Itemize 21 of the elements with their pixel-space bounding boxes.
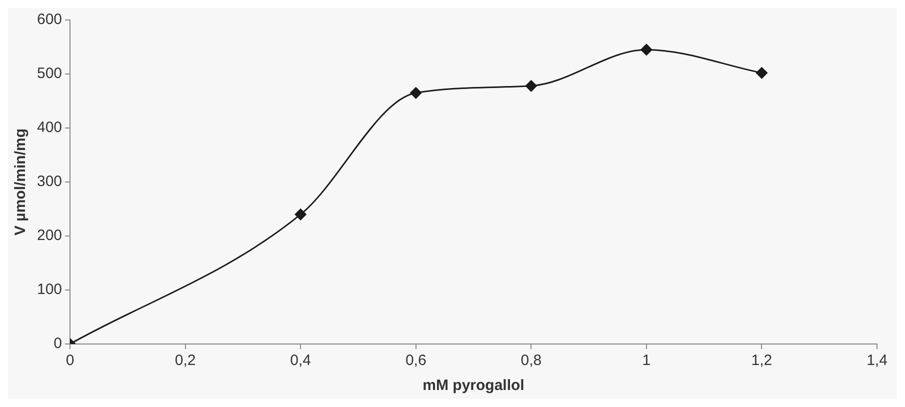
- y-tick-label: 100: [36, 281, 62, 298]
- y-tick-label: 300: [36, 173, 62, 190]
- y-axis-title: V µmol/min/mg: [12, 128, 30, 236]
- x-axis-title: mM pyrogallol: [422, 377, 524, 394]
- y-tick-label: 500: [36, 65, 62, 82]
- y-tick-label: 600: [36, 11, 62, 28]
- x-tick-label: 0,8: [520, 352, 542, 370]
- x-tick-label: 1,4: [866, 352, 888, 370]
- x-tick-label: 0,4: [290, 352, 312, 370]
- x-tick-label: 0,6: [405, 352, 426, 370]
- point: [525, 80, 537, 92]
- x-tick-label: 1: [642, 352, 651, 370]
- point: [410, 87, 422, 99]
- y-tick-label: 400: [36, 119, 62, 136]
- x-tick-label: 0,2: [174, 352, 196, 370]
- y-tick-label: 0: [54, 335, 62, 352]
- point: [756, 67, 768, 79]
- x-tick-label: 1,2: [751, 352, 772, 370]
- point: [640, 44, 652, 56]
- y-tick-label: 200: [36, 227, 62, 244]
- x-tick-label: 0: [66, 352, 74, 370]
